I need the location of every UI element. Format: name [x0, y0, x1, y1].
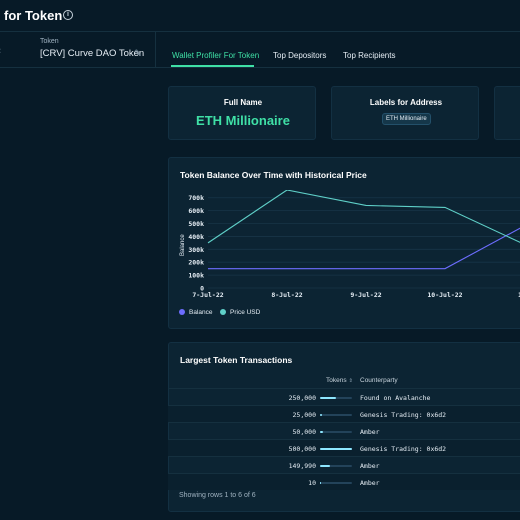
x-tick-label: 8-Jul-22: [271, 291, 302, 299]
top-bar: for Token i: [0, 0, 520, 32]
tokens-column-header[interactable]: Tokens ⇕: [326, 377, 353, 384]
tokens-bar-fill: [320, 397, 336, 399]
tokens-bar: [320, 414, 352, 416]
table-row[interactable]: 50,000 Amber: [168, 422, 520, 439]
info-icon[interactable]: i: [63, 10, 73, 20]
y-tick-label: 500k: [188, 220, 204, 228]
table-row[interactable]: 250,000 Found on Avalanche: [168, 388, 520, 405]
counterparty-cell[interactable]: Amber: [360, 462, 380, 470]
legend-price[interactable]: Price USD: [220, 309, 260, 316]
x-tick-label: 10-Jul-22: [427, 291, 462, 299]
series-line-price-usd[interactable]: [207, 190, 520, 244]
sort-icon[interactable]: ⇕: [348, 378, 353, 384]
edit-pencil-icon[interactable]: ✎: [134, 48, 142, 58]
tokens-bar: [320, 465, 352, 467]
tab-top-depositors[interactable]: Top Depositors: [273, 51, 327, 60]
legend-balance[interactable]: Balance: [179, 309, 213, 316]
labels-card: Labels for Address ETH Millionaire: [331, 86, 479, 140]
legend-price-label: Price USD: [230, 309, 261, 316]
tokens-cell: 250,000: [288, 394, 316, 402]
x-tick-label: 11-: [518, 291, 520, 299]
token-subheader: ‹ Token [CRV] Curve DAO Token ✎ Wallet P…: [0, 32, 520, 68]
tokens-bar-fill: [320, 465, 330, 467]
counterparty-column-header[interactable]: Counterparty: [360, 377, 398, 384]
legend-dot-balance: [179, 309, 185, 315]
counterparty-cell[interactable]: Genesis Trading: 0x6d2: [360, 445, 447, 453]
full-name-card: Full Name ETH Millionaire: [168, 86, 316, 140]
counterparty-cell[interactable]: Genesis Trading: 0x6d2: [360, 411, 447, 419]
token-label: Token: [40, 38, 59, 45]
y-tick-label: 200k: [188, 259, 204, 267]
legend-dot-price: [220, 309, 226, 315]
full-name-title: Full Name: [223, 98, 263, 107]
legend-balance-label: Balance: [189, 309, 213, 316]
y-tick-label: 400k: [188, 233, 204, 241]
table-row[interactable]: 25,000 Genesis Trading: 0x6d2: [168, 405, 520, 422]
tokens-bar: [320, 431, 352, 433]
tokens-header-label: Tokens: [326, 377, 347, 384]
counterparty-cell[interactable]: Found on Avalanche: [360, 394, 431, 402]
token-name[interactable]: [CRV] Curve DAO Token: [40, 48, 145, 59]
address-label-chip: ETH Millionaire: [382, 113, 431, 125]
tokens-cell: 25,000: [292, 411, 316, 419]
x-tick-label: 7-Jul-22: [192, 291, 223, 299]
tab-top-recipients[interactable]: Top Recipients: [343, 51, 396, 60]
tokens-bar: [320, 482, 352, 484]
chart-card: Token Balance Over Time with Historical …: [168, 157, 520, 329]
y-tick-label: 0: [200, 285, 204, 293]
tab-wallet-profiler[interactable]: Wallet Profiler For Token: [172, 51, 260, 60]
series-line-balance[interactable]: [208, 226, 520, 270]
tokens-cell: 500,000: [288, 445, 316, 453]
counterparty-cell[interactable]: Amber: [360, 479, 380, 487]
table-footer: Showing rows 1 to 6 of 6: [179, 492, 256, 499]
tokens-bar-fill: [320, 448, 352, 450]
transactions-title: Largest Token Transactions: [180, 355, 293, 365]
divider: [155, 32, 156, 68]
table-row[interactable]: 500,000 Genesis Trading: 0x6d2: [168, 439, 520, 456]
third-card: [494, 86, 520, 140]
tokens-cell: 50,000: [292, 428, 316, 436]
table-row[interactable]: 10 Amber: [168, 473, 520, 490]
tokens-cell: 149,990: [288, 462, 316, 470]
chart-title: Token Balance Over Time with Historical …: [180, 170, 367, 180]
y-tick-label: 100k: [188, 272, 204, 280]
balance-price-chart: 0 100k 200k 300k 400k 500k 600k 700k 7-Jul-22 8-…: [180, 190, 520, 299]
back-arrow-icon[interactable]: ‹: [0, 45, 1, 55]
tokens-bar: [320, 448, 352, 450]
tokens-bar-fill: [320, 431, 324, 433]
labels-title: Labels for Address: [369, 98, 443, 107]
tokens-bar-fill: [320, 414, 322, 416]
tokens-bar-fill: [320, 482, 321, 484]
counterparty-cell[interactable]: Amber: [360, 428, 380, 436]
active-tab-indicator: [171, 65, 254, 67]
full-name-value: ETH Millionaire: [196, 113, 290, 128]
table-row[interactable]: 149,990 Amber: [168, 456, 520, 473]
tokens-bar: [320, 397, 352, 399]
y-tick-label: 600k: [188, 207, 204, 215]
y-tick-label: 700k: [188, 194, 204, 202]
y-axis-label: Balance: [180, 234, 186, 256]
y-tick-label: 300k: [188, 246, 204, 254]
page-title: for Token: [4, 8, 63, 23]
x-tick-label: 9-Jul-22: [350, 291, 381, 299]
tokens-cell: 10: [308, 479, 316, 487]
